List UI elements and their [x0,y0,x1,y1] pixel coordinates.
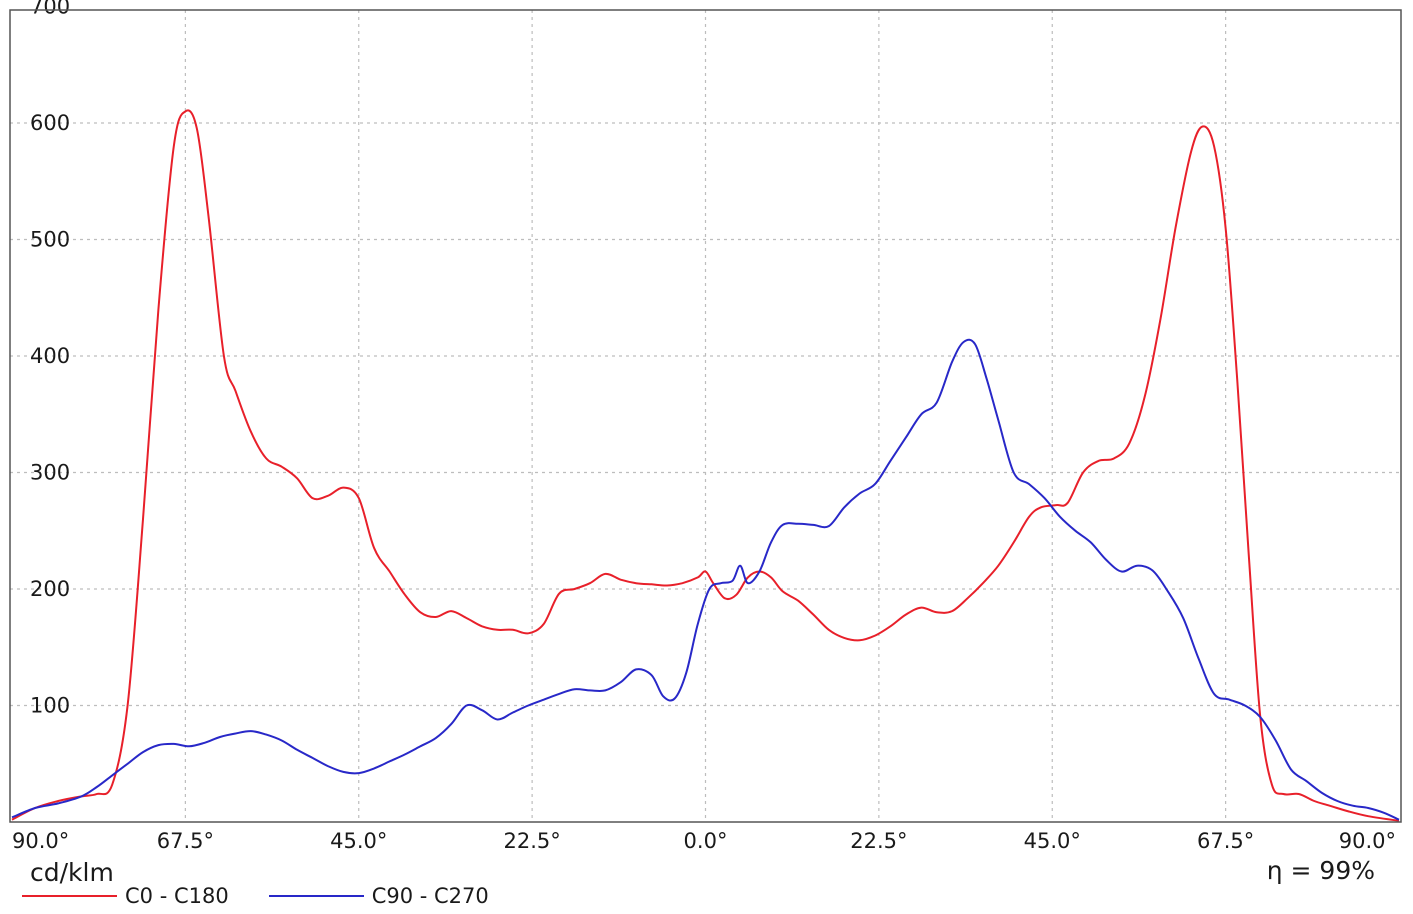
series-line-c90-c270 [11,338,1400,821]
x-tick-label: 90.0° [1339,829,1396,853]
y-axis-unit-label: cd/klm [30,858,114,887]
legend-swatch-c90-c270 [268,895,364,897]
series-layer [11,109,1400,822]
plot-frame [9,9,1402,823]
x-tick-label: 67.5° [157,829,214,853]
y-tick-label: 600 [30,111,70,135]
legend: C0 - C180 C90 - C270 [22,884,529,908]
x-tick-label: 67.5° [1197,829,1254,853]
x-tick-label: 45.0° [330,829,387,853]
efficiency-label: η = 99% [1266,856,1375,885]
y-tick-label: 400 [30,344,70,368]
y-tick-label: 200 [30,577,70,601]
x-tick-label: 22.5° [503,829,560,853]
y-tick-label: 500 [30,228,70,252]
legend-item-c0-c180: C0 - C180 [22,884,229,908]
legend-label-c90-c270: C90 - C270 [371,884,489,908]
y-tick-label: 100 [30,694,70,718]
x-tick-label: 0.0° [684,829,728,853]
series-line-c0-c180 [11,109,1400,822]
x-tick-label: 22.5° [850,829,907,853]
x-tick-label: 45.0° [1024,829,1081,853]
grid [10,10,1401,822]
legend-label-c0-c180: C0 - C180 [125,884,229,908]
y-tick-label: 300 [30,461,70,485]
x-tick-label: 90.0° [12,829,69,853]
legend-swatch-c0-c180 [22,895,117,897]
legend-item-c90-c270: C90 - C270 [268,884,489,908]
